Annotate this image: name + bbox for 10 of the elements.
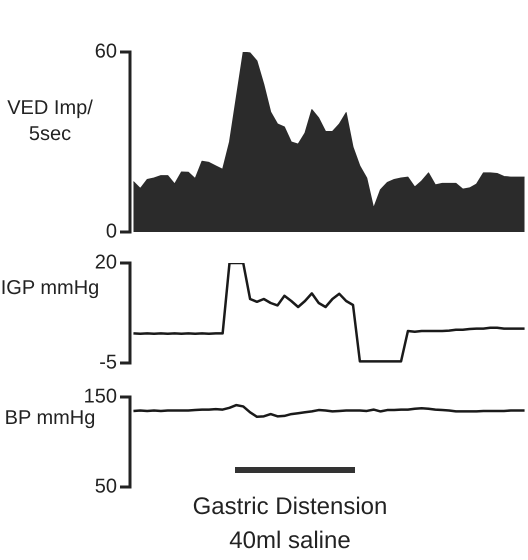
y-axis-title: VED Imp/ 5sec: [6, 96, 94, 147]
y-tick-label: 0: [106, 220, 117, 243]
y-axis-title: IGP mmHg: [0, 276, 100, 301]
y-axis-title: BP mmHg: [4, 406, 96, 431]
y-tick-label: 20: [94, 252, 117, 274]
y-tick-label: -5: [99, 352, 117, 374]
y-tick-label: 60: [94, 40, 117, 63]
y-tick-label: 150: [84, 386, 117, 408]
text: Gastric Distension 40ml saline: [192, 492, 388, 556]
y-tick-label: 50: [94, 476, 117, 498]
